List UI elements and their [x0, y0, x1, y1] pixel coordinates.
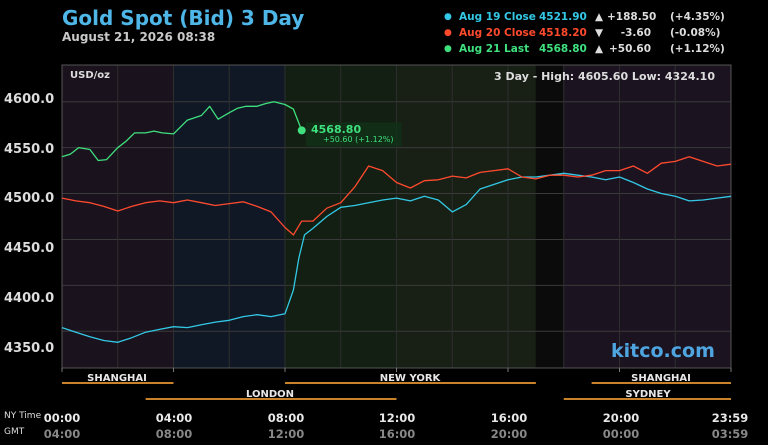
legend-percent: (+4.35%) [670, 11, 725, 23]
legend-value: 4568.80 [539, 43, 587, 55]
x-tick-ny: 23:59 [711, 411, 749, 425]
legend-change: +188.50 [607, 11, 657, 23]
x-tick-gmt: 04:00 [43, 427, 81, 441]
x-tick-gmt: 00:00 [602, 427, 640, 441]
session-bar [285, 382, 536, 384]
x-tick-ny: 20:00 [602, 411, 640, 425]
legend-percent: (-0.08%) [670, 27, 721, 39]
page-title: Gold Spot (Bid) 3 Day [62, 6, 305, 30]
y-tick-label: 4400.0 [4, 291, 55, 306]
legend-marker-icon: ● [444, 28, 452, 38]
session-new-york: NEW YORK [379, 373, 441, 384]
legend-arrow-icon: ▲ [595, 11, 604, 23]
timestamp: August 21, 2026 08:38 [62, 30, 216, 44]
x-tick-gmt: 08:00 [155, 427, 193, 441]
series-line [61, 101, 303, 162]
session-bar [62, 382, 174, 384]
y-tick-label: 4500.0 [4, 191, 55, 206]
x-tick-gmt: 12:00 [267, 427, 305, 441]
legend-label: Aug 19 Close [459, 11, 536, 23]
legend-marker-icon: ● [444, 12, 452, 22]
x-tick-ny: 00:00 [43, 411, 81, 425]
last-price-label: 4568.80 [311, 123, 362, 136]
session-shanghai: SHANGHAI [87, 373, 147, 384]
legend-label: Aug 20 Close [459, 27, 536, 39]
session-bar [145, 398, 285, 400]
legend-change: -3.60 [620, 27, 651, 39]
y-tick-label: 4550.0 [4, 142, 55, 157]
legend-value: 4518.20 [539, 27, 587, 39]
session-band [535, 65, 564, 368]
x-tick-ny: 16:00 [490, 411, 528, 425]
session-band [396, 65, 536, 368]
session-shanghai: SHANGHAI [631, 373, 691, 384]
y-tick-label: 4350.0 [4, 341, 55, 356]
unit-label: USD/oz [70, 70, 110, 81]
session-band [563, 65, 731, 368]
y-tick-label: 4450.0 [4, 241, 55, 256]
x-tick-gmt: 16:00 [378, 427, 416, 441]
last-price-marker [297, 126, 306, 135]
legend-marker-icon: ● [444, 44, 452, 54]
legend-percent: (+1.12%) [670, 43, 725, 55]
session-bar [563, 398, 731, 400]
legend-change: +50.60 [608, 43, 651, 55]
session-bar [285, 398, 397, 400]
legend-arrow-icon: ▲ [595, 43, 604, 55]
y-tick-label: 4600.0 [4, 92, 55, 107]
last-change-label: +50.60 (+1.12%) [323, 135, 394, 144]
x-tick-gmt: 03:59 [711, 427, 749, 441]
legend-arrow-icon: ▼ [595, 27, 604, 39]
kitco-watermark: kitco.com [611, 340, 715, 362]
last-price-box [305, 122, 402, 147]
session-london: LONDON [245, 389, 295, 400]
session-sydney: SYDNEY [625, 389, 671, 400]
range-summary: 3 Day - High: 4605.60 Low: 4324.10 [494, 70, 715, 83]
legend-label: Aug 21 Last [459, 43, 530, 55]
series-line [61, 156, 732, 236]
x-tick-ny: 08:00 [267, 411, 305, 425]
legend-value: 4521.90 [539, 11, 587, 23]
x-tick-gmt: 20:00 [490, 427, 528, 441]
session-bar [591, 382, 731, 384]
series-line [61, 172, 732, 343]
x-tick-ny: 12:00 [378, 411, 416, 425]
gmt-label: GMT [4, 427, 25, 437]
x-tick-ny: 04:00 [155, 411, 193, 425]
ny-time-label: NY Time [4, 411, 42, 421]
